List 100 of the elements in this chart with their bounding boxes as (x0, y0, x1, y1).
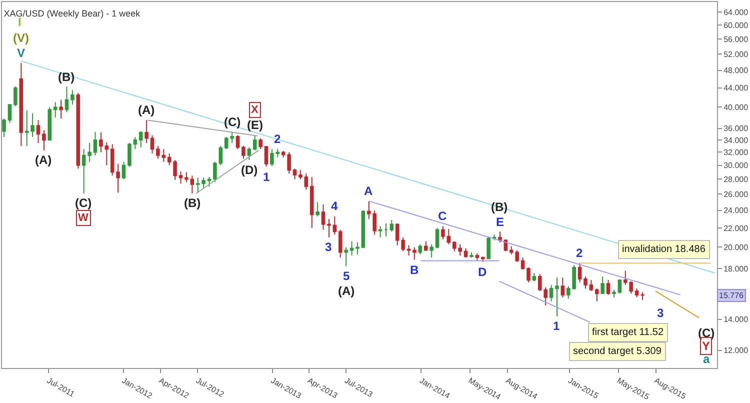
candlestick (8, 104, 12, 124)
candlestick (270, 148, 274, 166)
candlestick (138, 130, 143, 148)
candlestick (150, 134, 154, 154)
candlestick (356, 242, 360, 255)
candlestick (19, 62, 24, 146)
annotation: (E) (247, 118, 263, 132)
candlestick (104, 142, 109, 166)
candlestick (589, 280, 594, 292)
candlestick (88, 142, 92, 162)
candlestick (99, 132, 103, 153)
y-tick-label: 36.000 (724, 124, 749, 134)
candlestick (412, 246, 416, 260)
text: XAG/USD (Weekly Bear) - 1 week (4, 8, 141, 18)
candlestick (618, 280, 622, 294)
candlestick (600, 276, 604, 294)
y-tick-label: 24.000 (724, 206, 749, 216)
candlestick (128, 142, 132, 168)
candlestick (2, 118, 6, 138)
candlestick (236, 134, 240, 150)
candlestick (64, 86, 69, 113)
annotation: (D) (241, 163, 258, 177)
candlestick (213, 161, 217, 183)
y-tick-label: 30.000 (724, 161, 749, 170)
candlestick (116, 163, 120, 194)
candlestick (247, 146, 252, 160)
annotation: 5 (343, 269, 350, 283)
candlestick (378, 226, 382, 238)
annotation: Y (702, 339, 710, 353)
candlestick (344, 246, 348, 267)
candlestick (520, 257, 525, 270)
y-tick-label: 48.000 (724, 66, 749, 76)
candlestick (178, 170, 183, 184)
y-tick-label: 18.000 (724, 264, 749, 274)
candlestick (332, 216, 337, 235)
candlestick (110, 144, 114, 176)
annotation: (C) (75, 196, 92, 210)
annotation: B (410, 263, 419, 277)
y-tick-label: 12.000 (724, 346, 749, 356)
annotation: (V) (13, 31, 29, 45)
candlestick (338, 229, 342, 258)
candlestick (264, 146, 268, 168)
candlestick (634, 288, 639, 298)
candlestick (276, 148, 280, 158)
annotation: C (438, 209, 447, 223)
candlestick (526, 266, 530, 283)
annotation: 4 (331, 199, 338, 213)
annotation: 15.776 (719, 291, 744, 300)
y-tick-label: 44.000 (724, 84, 749, 93)
candlestick (310, 176, 314, 228)
candlestick (292, 168, 297, 180)
candlestick (36, 120, 40, 144)
candlestick (184, 172, 188, 183)
candlestick (242, 146, 246, 160)
candlestick (190, 175, 194, 194)
candlestick (584, 276, 588, 290)
candlestick (316, 202, 320, 217)
candlestick (418, 244, 422, 255)
candlestick (156, 146, 160, 160)
candlestick (82, 148, 86, 194)
annotation: 1 (263, 170, 270, 184)
y-tick-label: 52.000 (724, 50, 749, 59)
annotation: (B) (184, 196, 201, 210)
candlestick (252, 134, 257, 151)
candlestick (390, 219, 394, 232)
y-tick-label: 34.000 (724, 136, 749, 145)
candlestick (430, 244, 434, 258)
candlestick (133, 136, 138, 150)
candlestick (498, 231, 502, 243)
annotation: 3 (657, 306, 664, 320)
candlestick (53, 102, 58, 118)
annotation: a (703, 352, 710, 366)
annotation: (A) (35, 153, 52, 167)
annotation: A (364, 184, 373, 198)
annotation: W (78, 212, 89, 224)
annotation: X (251, 104, 259, 116)
candlestick (424, 240, 428, 251)
candlestick (304, 173, 308, 190)
candlestick (560, 277, 565, 298)
annotation: 3 (325, 240, 332, 254)
annotation: D (478, 265, 487, 279)
candlestick (14, 86, 18, 107)
annotation: E (496, 215, 504, 229)
annotation: 1 (553, 319, 560, 333)
candlestick (298, 170, 302, 180)
annotation: 2 (274, 132, 281, 146)
candlestick (258, 138, 262, 150)
y-tick-label: 14.000 (724, 315, 749, 324)
candlestick (207, 176, 212, 188)
annotation: first target 11.52 (592, 327, 664, 338)
candlestick (532, 272, 536, 282)
candlestick (606, 280, 610, 296)
candlestick (470, 252, 474, 258)
candlestick (612, 289, 616, 298)
candlestick (70, 90, 74, 106)
candlestick (435, 227, 440, 249)
candlestick (640, 292, 644, 301)
annotation: 2 (576, 246, 583, 260)
candlestick (321, 204, 326, 230)
candlestick (48, 106, 52, 140)
